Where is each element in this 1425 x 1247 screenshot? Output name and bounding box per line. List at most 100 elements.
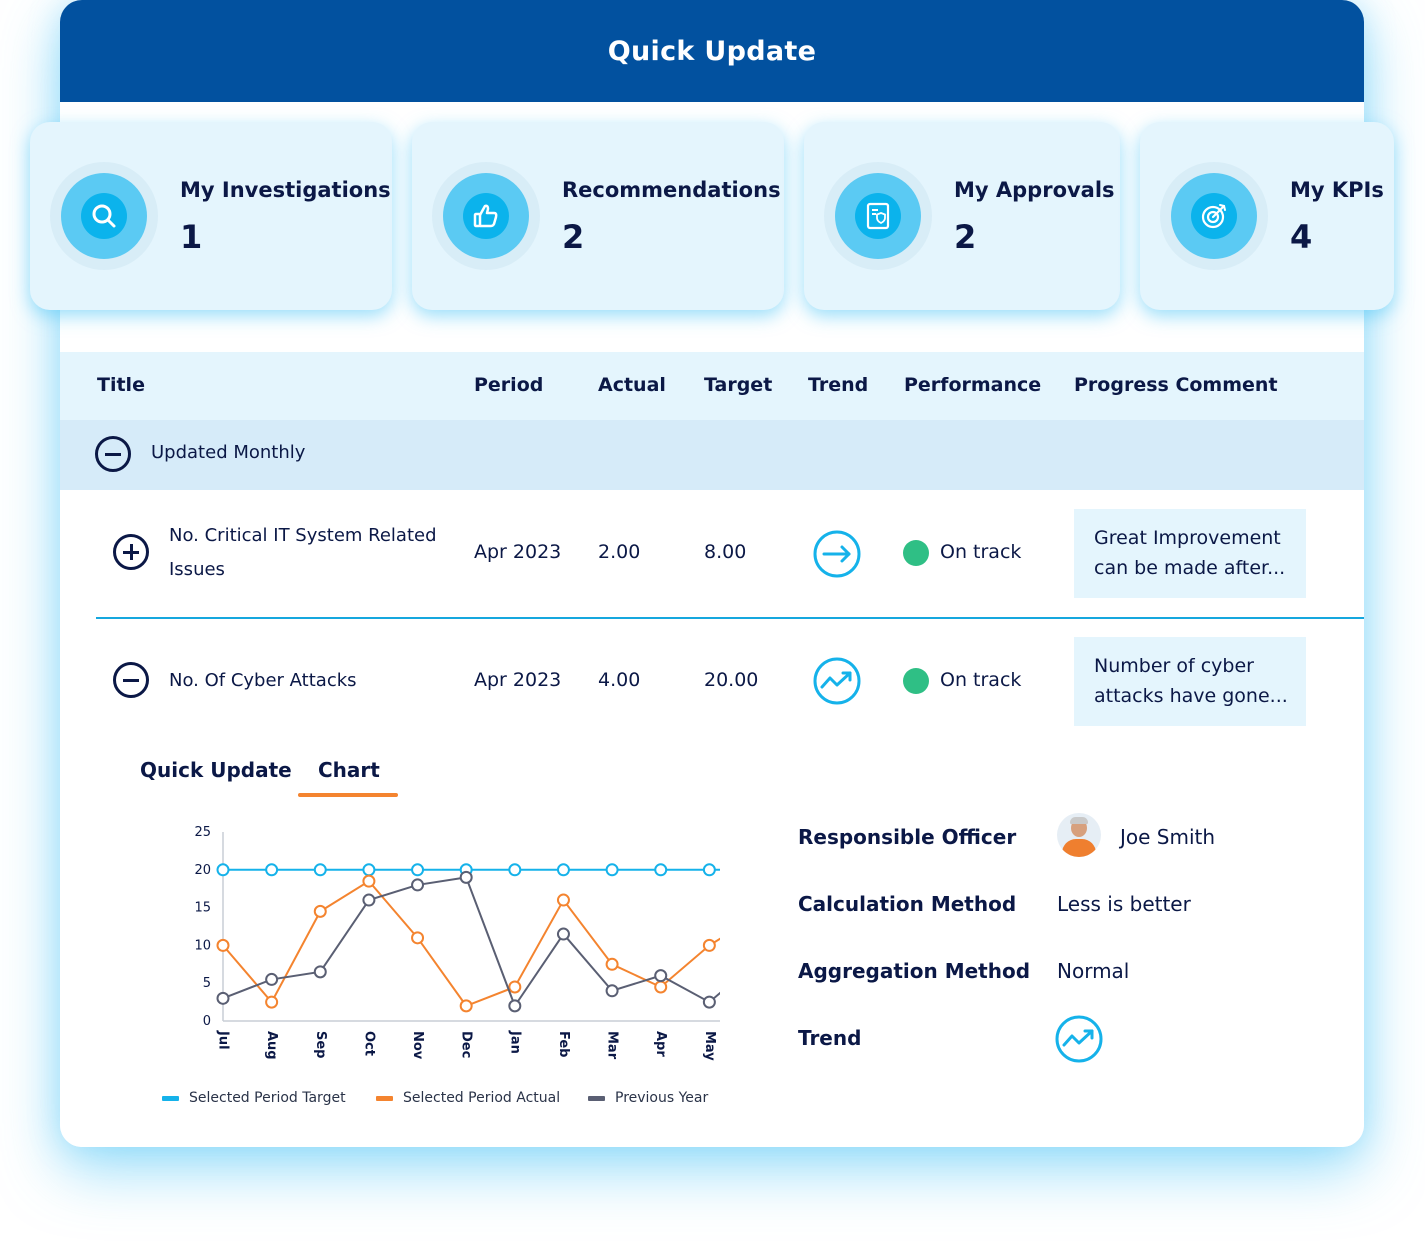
data-point-previous-year xyxy=(362,893,376,907)
card-icon-ring xyxy=(1160,162,1268,270)
data-point-selected-period-actual xyxy=(654,980,668,994)
card-recommendations[interactable]: Recommendations 2 xyxy=(412,122,784,310)
data-point-selected-period-actual xyxy=(702,938,716,952)
performance-status: On track xyxy=(940,669,1022,691)
legend-swatch-previous-year xyxy=(588,1095,605,1101)
trend-up-icon xyxy=(1055,1015,1103,1063)
tab-chart[interactable]: Chart xyxy=(318,758,380,782)
search-icon xyxy=(92,204,116,228)
data-point-selected-period-actual xyxy=(556,893,570,907)
trend-label: Trend xyxy=(798,1026,862,1050)
data-point-selected-period-target xyxy=(605,863,619,877)
card-icon-ring xyxy=(50,162,158,270)
legend-item-target: Selected Period Target xyxy=(162,1090,346,1106)
kpi-target: 20.00 xyxy=(704,669,759,691)
x-tick-label: Oct xyxy=(361,1031,376,1056)
y-tick-label: 5 xyxy=(203,976,211,991)
x-tick-label: May xyxy=(702,1031,717,1061)
tab-quick-update[interactable]: Quick Update xyxy=(140,758,292,782)
row-divider xyxy=(96,617,1364,619)
x-tick-label: Apr xyxy=(653,1031,668,1057)
data-point-selected-period-actual xyxy=(508,980,522,994)
responsible-officer-label: Responsible Officer xyxy=(798,825,1017,849)
panel-header: Quick Update xyxy=(60,0,1364,102)
kpi-actual: 4.00 xyxy=(598,669,641,691)
card-my-investigations[interactable]: My Investigations 1 xyxy=(30,122,392,310)
panel-title: Quick Update xyxy=(607,35,817,67)
column-period: Period xyxy=(474,374,544,396)
data-point-selected-period-actual xyxy=(459,999,473,1013)
card-title: My KPIs xyxy=(1290,178,1384,202)
progress-comment[interactable]: Great Improvement can be made after... xyxy=(1074,509,1306,598)
kpi-title[interactable]: No. Critical IT System Related Issues xyxy=(169,525,437,580)
data-point-previous-year xyxy=(313,965,327,979)
column-actual: Actual xyxy=(598,374,666,396)
x-tick-label: Dec xyxy=(459,1031,474,1058)
y-tick-label: 25 xyxy=(194,825,211,840)
x-tick-label: Aug xyxy=(264,1031,279,1060)
data-point-selected-period-actual xyxy=(605,957,619,971)
group-label: Updated Monthly xyxy=(151,442,306,463)
avatar xyxy=(1057,813,1101,857)
kpi-title[interactable]: No. Of Cyber Attacks xyxy=(169,670,357,691)
collapse-row-icon[interactable] xyxy=(113,662,149,698)
column-performance: Performance xyxy=(904,374,1042,396)
progress-comment[interactable]: Number of cyber attacks have gone... xyxy=(1074,637,1306,726)
group-row-updated-monthly: Updated Monthly xyxy=(60,420,1364,490)
kpi-period: Apr 2023 xyxy=(474,669,562,691)
data-point-previous-year xyxy=(654,969,668,983)
x-tick-label: Jul xyxy=(216,1030,231,1050)
card-title: My Investigations xyxy=(180,178,391,202)
y-tick-label: 15 xyxy=(194,901,211,916)
performance-status: On track xyxy=(940,541,1022,563)
x-tick-label: Nov xyxy=(410,1031,425,1060)
data-point-previous-year xyxy=(508,999,522,1013)
kpi-actual: 2.00 xyxy=(598,541,641,563)
data-point-selected-period-target xyxy=(508,863,522,877)
y-tick-label: 0 xyxy=(203,1014,211,1029)
expand-row-icon[interactable] xyxy=(113,534,149,570)
target-icon xyxy=(1201,204,1226,229)
data-point-selected-period-target xyxy=(265,863,279,877)
arrow-right-icon xyxy=(813,530,861,578)
card-title: My Approvals xyxy=(954,178,1115,202)
column-progress-comment: Progress Comment xyxy=(1074,374,1278,396)
y-tick-label: 20 xyxy=(194,863,211,878)
data-point-previous-year xyxy=(411,878,425,892)
column-title: Title xyxy=(97,374,145,396)
legend-item-previous-year: Previous Year xyxy=(588,1090,708,1106)
data-point-selected-period-target xyxy=(702,863,716,877)
card-icon-ring xyxy=(824,162,932,270)
data-point-selected-period-target xyxy=(556,863,570,877)
status-dot xyxy=(903,540,929,566)
column-trend: Trend xyxy=(808,374,869,396)
responsible-officer-value: Joe Smith xyxy=(1120,825,1216,849)
card-count: 1 xyxy=(180,218,203,256)
status-dot xyxy=(903,668,929,694)
table-header: Title Period Actual Target Trend Perform… xyxy=(60,352,1364,420)
x-tick-label: Sep xyxy=(313,1031,328,1059)
data-point-selected-period-actual xyxy=(216,938,230,952)
calculation-method-value: Less is better xyxy=(1057,892,1191,916)
card-my-approvals[interactable]: My Approvals 2 xyxy=(804,122,1120,310)
card-my-kpis[interactable]: My KPIs 4 xyxy=(1140,122,1394,310)
active-tab-indicator xyxy=(298,793,398,797)
data-point-selected-period-target xyxy=(216,863,230,877)
series-line-selected-period-actual xyxy=(222,879,720,1008)
data-point-selected-period-target xyxy=(362,863,376,877)
data-point-previous-year xyxy=(459,870,473,884)
card-title: Recommendations xyxy=(562,178,781,202)
y-tick-label: 10 xyxy=(194,938,211,953)
collapse-group-icon[interactable] xyxy=(95,436,131,472)
x-tick-label: Jan xyxy=(507,1030,522,1054)
legend-item-actual: Selected Period Actual xyxy=(376,1090,560,1106)
data-point-selected-period-actual xyxy=(362,874,376,888)
data-point-previous-year xyxy=(216,991,230,1005)
data-point-selected-period-actual xyxy=(313,904,327,918)
data-point-selected-period-target xyxy=(411,863,425,877)
legend-swatch-target xyxy=(162,1095,179,1101)
data-point-selected-period-target xyxy=(654,863,668,877)
data-point-previous-year xyxy=(702,995,716,1009)
data-point-previous-year xyxy=(556,927,570,941)
aggregation-method-value: Normal xyxy=(1057,959,1130,983)
